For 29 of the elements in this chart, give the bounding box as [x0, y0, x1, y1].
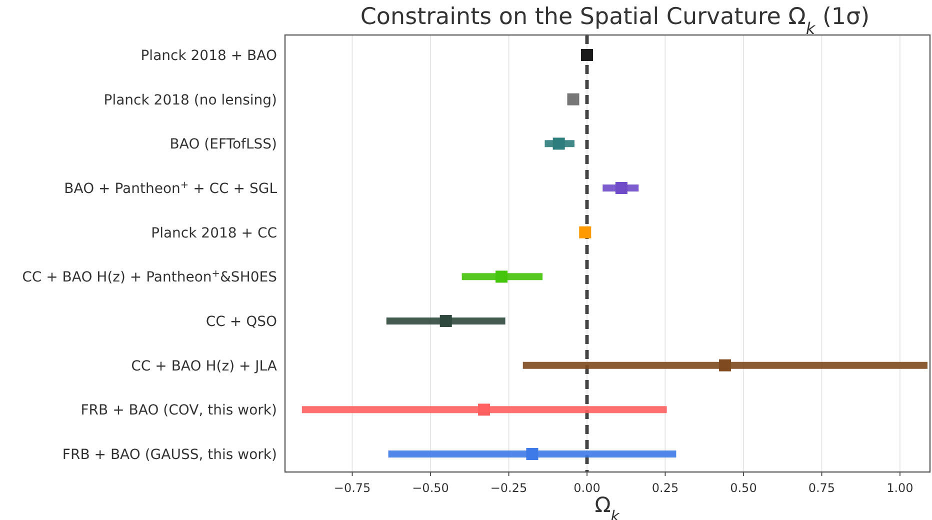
point [478, 404, 490, 416]
x-tick-label: −0.50 [412, 481, 449, 495]
x-tick-label: −0.25 [490, 481, 528, 495]
y-tick-label: FRB + BAO (COV, this work) [80, 402, 277, 419]
y-tick-label: CC + BAO H(z) + Pantheon$^{+}$&SH0ES [22, 268, 278, 286]
point [552, 138, 565, 150]
y-tick-label: CC + QSO [206, 314, 277, 330]
point [719, 359, 732, 372]
x-tick-label: 0.25 [652, 481, 679, 495]
x-tick-label: 0.00 [574, 481, 600, 495]
point [579, 226, 592, 238]
chart-title: Constraints on the Spatial Curvature Ω$_{k}$ (1σ) [360, 4, 870, 38]
y-tick-label: BAO (EFTofLSS) [170, 136, 277, 153]
x-tick-label: 1.00 [886, 481, 914, 495]
x-tick-label: 0.50 [730, 481, 757, 495]
y-tick-label: Planck 2018 + CC [151, 225, 278, 242]
point [496, 270, 508, 283]
point [526, 448, 538, 460]
point [567, 93, 580, 106]
y-tick-label: FRB + BAO (GAUSS, this work) [62, 447, 277, 463]
point [615, 182, 628, 194]
y-tick-label: CC + BAO H(z) + JLA [131, 358, 278, 374]
y-tick-label: Planck 2018 (no lensing) [104, 92, 277, 108]
point [581, 49, 593, 61]
x-tick-label: −0.75 [334, 481, 371, 495]
point [440, 315, 452, 327]
y-tick-label: BAO + Pantheon$^{+}$ + CC + SGL [64, 180, 278, 197]
y-tick-label: Planck 2018 + BAO [140, 48, 277, 64]
x-tick-label: 0.75 [808, 481, 836, 495]
